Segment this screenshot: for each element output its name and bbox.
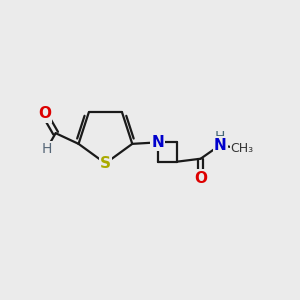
Text: N: N [151,135,164,150]
Text: O: O [194,170,207,185]
Text: H: H [42,142,52,156]
Text: S: S [100,156,111,171]
Text: CH₃: CH₃ [230,142,254,155]
Text: O: O [38,106,51,122]
Text: H: H [215,130,225,144]
Text: N: N [214,138,226,153]
